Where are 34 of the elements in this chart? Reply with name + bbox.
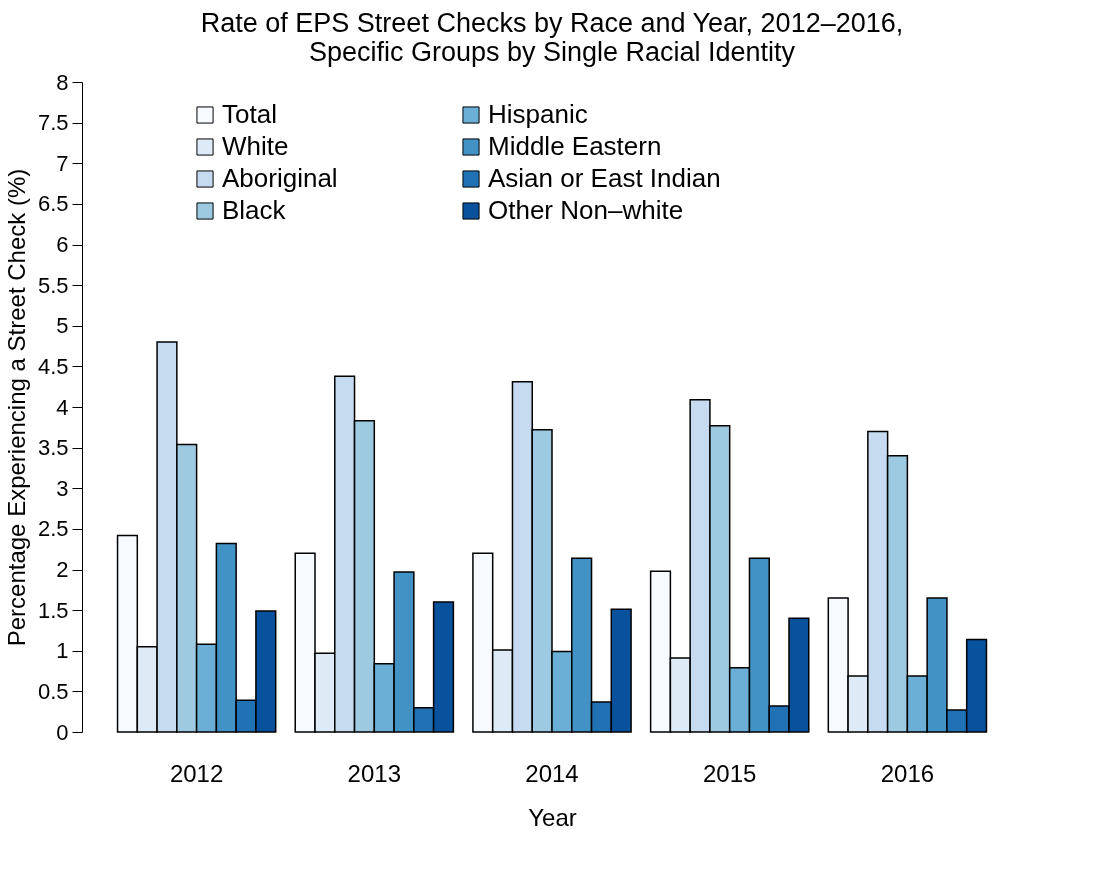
y-tick-label: 7.5	[37, 110, 69, 136]
y-tick-label: 6	[56, 232, 69, 257]
text: Rate of EPS Street Checks by Race and Year, 2012–2016,	[200, 8, 904, 38]
y-tick-label: 6.5	[37, 191, 69, 217]
y-tick-label: 5	[56, 313, 69, 339]
y-tick-label: 2.5	[37, 516, 69, 542]
y-tick-label: 0	[56, 719, 69, 745]
legend-label: Middle Eastern	[488, 131, 662, 161]
y-tick-label: 4.5	[37, 353, 69, 379]
y-tick-label: 1	[56, 638, 69, 664]
y-tick-label: 4	[56, 394, 69, 420]
x-tick-label: 2016	[880, 759, 935, 787]
x-tick-label: 2013	[347, 759, 401, 787]
x-tick-label: 2015	[703, 759, 757, 787]
legend-label: Aboriginal	[222, 163, 338, 193]
legend-label: Black	[222, 195, 287, 225]
y-tick-label: 3.5	[37, 435, 69, 461]
x-axis-title: Year	[528, 803, 577, 831]
legend-label: Hispanic	[488, 99, 588, 129]
legend-label: White	[222, 131, 289, 161]
x-tick-label: 2014	[525, 759, 579, 787]
y-tick-label: 0.5	[37, 678, 69, 704]
text: Specific Groups by Single Racial Identity	[308, 37, 796, 67]
y-axis-title: Percentage Experiencing a Street Check (%)	[2, 168, 30, 647]
legend-label: Asian or East Indian	[488, 163, 721, 193]
x-tick-label: 2012	[169, 759, 224, 787]
y-tick-label: 2	[56, 557, 69, 582]
y-tick-label: 7	[56, 150, 69, 176]
y-tick-label: 3	[56, 475, 69, 501]
y-tick-label: 1.5	[37, 597, 69, 623]
y-tick-label: 5.5	[37, 272, 69, 298]
y-tick-label: 8	[56, 69, 69, 95]
legend-label: Other Non–white	[488, 195, 684, 225]
legend-label: Total	[222, 99, 277, 129]
